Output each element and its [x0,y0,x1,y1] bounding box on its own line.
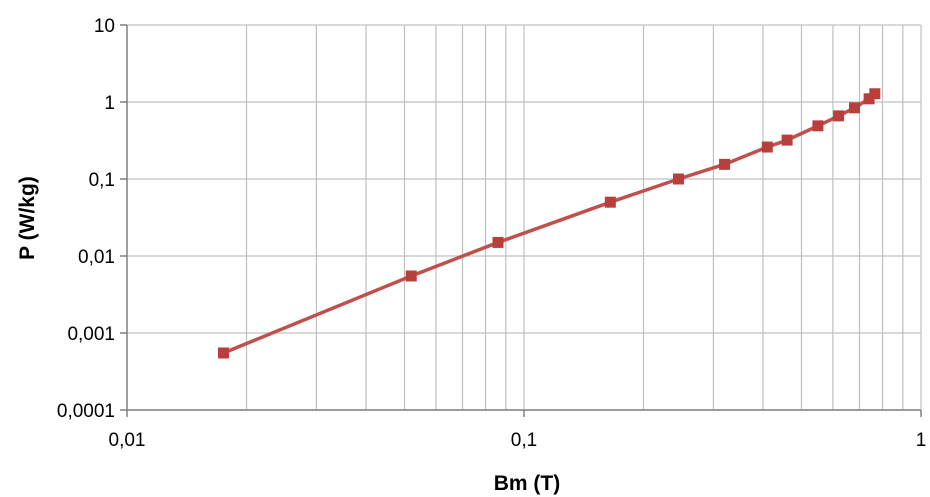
y-axis-title: P (W/kg) [16,176,39,260]
y-tick-label: 0,001 [67,324,115,345]
y-tick-label: 0,1 [89,170,115,191]
data-point [869,88,881,100]
series-line [221,91,877,355]
y-tick-label: 1 [104,93,115,114]
data-point [812,120,824,132]
y-tick-label: 0,0001 [57,401,115,422]
data-point [719,158,731,170]
data-point [833,110,845,122]
x-tick-label: 1 [916,430,927,451]
data-point [492,236,504,248]
grid [127,24,922,411]
y-tick-label: 0,01 [78,247,115,268]
data-point [405,270,417,282]
y-tick-label: 10 [94,16,115,37]
data-point [863,93,875,105]
axes [120,24,922,417]
data-point [217,347,229,359]
data-point [849,102,861,114]
data-point [761,141,773,153]
data-point [604,196,616,208]
x-tick-label: 0,1 [511,430,537,451]
tick-labels: 0,0001 0,001 0,01 0,1 1 10 0,01 0,1 1 [57,16,926,451]
x-axis-title: Bm (T) [494,472,561,495]
x-tick-label: 0,01 [109,430,146,451]
series [217,88,881,359]
data-point [672,173,684,185]
data-point [781,134,793,146]
